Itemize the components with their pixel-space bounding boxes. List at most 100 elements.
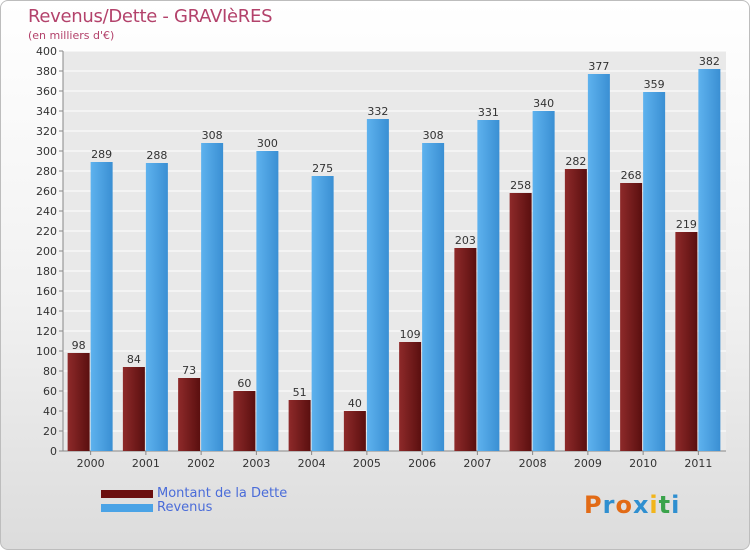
bar-revenue (366, 119, 389, 451)
legend-label-debt: Montant de la Dette (157, 486, 288, 501)
y-tick-label: 260 (36, 185, 57, 198)
y-tick-label: 140 (36, 305, 57, 318)
logo-letter: o (615, 491, 633, 519)
bar-debt (288, 400, 311, 451)
data-label-debt: 98 (72, 339, 86, 352)
legend: Montant de la Dette Revenus (101, 487, 287, 515)
y-tick-label: 360 (36, 85, 57, 98)
bar-revenue (145, 163, 168, 451)
bar-debt (122, 367, 145, 451)
y-tick-label: 160 (36, 285, 57, 298)
proxiti-logo: Proxiti (584, 491, 680, 519)
data-label-debt: 258 (510, 179, 531, 192)
y-tick-label: 300 (36, 145, 57, 158)
data-label-debt: 109 (400, 328, 421, 341)
bar-debt (178, 378, 201, 451)
y-tick-label: 180 (36, 265, 57, 278)
data-label-revenue: 308 (202, 129, 223, 142)
y-tick-label: 40 (43, 405, 57, 418)
bar-debt (67, 353, 90, 451)
data-label-revenue: 308 (423, 129, 444, 142)
data-label-debt: 268 (621, 169, 642, 182)
data-label-debt: 203 (455, 234, 476, 247)
y-tick-label: 240 (36, 205, 57, 218)
data-label-revenue: 340 (533, 97, 554, 110)
data-label-revenue: 382 (699, 55, 720, 68)
legend-item-revenue: Revenus (101, 501, 287, 515)
bar-revenue (532, 111, 555, 451)
data-label-revenue: 359 (644, 78, 665, 91)
data-label-revenue: 300 (257, 137, 278, 150)
y-tick-label: 340 (36, 105, 57, 118)
x-tick-label: 2008 (519, 457, 547, 470)
x-tick-label: 2002 (187, 457, 215, 470)
chart-subtitle: (en milliers d'€) (28, 29, 115, 42)
data-label-debt: 282 (565, 155, 586, 168)
y-tick-label: 380 (36, 65, 57, 78)
legend-swatch-revenue (101, 504, 153, 512)
x-tick-label: 2009 (574, 457, 602, 470)
x-tick-label: 2004 (298, 457, 326, 470)
logo-letter: t (658, 491, 672, 519)
data-label-debt: 51 (293, 386, 307, 399)
bar-revenue (90, 162, 113, 451)
data-label-debt: 40 (348, 397, 362, 410)
x-tick-label: 2011 (684, 457, 712, 470)
y-tick-label: 100 (36, 345, 57, 358)
x-tick-label: 2000 (77, 457, 105, 470)
bar-debt (399, 342, 422, 451)
y-tick-label: 200 (36, 245, 57, 258)
bar-debt (564, 169, 587, 451)
logo-letter: i (649, 491, 659, 519)
legend-swatch-debt (101, 490, 153, 498)
data-label-revenue: 332 (367, 105, 388, 118)
y-tick-label: 80 (43, 365, 57, 378)
logo-letter: P (584, 491, 603, 519)
bar-revenue (587, 74, 610, 451)
x-tick-label: 2001 (132, 457, 160, 470)
y-tick-label: 280 (36, 165, 57, 178)
y-tick-label: 320 (36, 125, 57, 138)
y-tick-label: 0 (50, 445, 57, 458)
y-tick-label: 20 (43, 425, 57, 438)
logo-letter: x (632, 491, 650, 519)
data-label-debt: 84 (127, 353, 141, 366)
y-tick-label: 120 (36, 325, 57, 338)
legend-item-debt: Montant de la Dette (101, 487, 287, 501)
data-label-debt: 73 (182, 364, 196, 377)
bar-revenue (698, 69, 721, 451)
data-label-revenue: 288 (146, 149, 167, 162)
bar-debt (454, 248, 477, 451)
data-label-revenue: 377 (588, 60, 609, 73)
logo-letter: r (602, 491, 616, 519)
y-tick-label: 220 (36, 225, 57, 238)
data-label-revenue: 275 (312, 162, 333, 175)
bar-debt (233, 391, 256, 451)
x-tick-label: 2010 (629, 457, 657, 470)
y-tick-label: 400 (36, 45, 57, 58)
x-tick-label: 2007 (463, 457, 491, 470)
data-label-debt: 60 (237, 377, 251, 390)
x-tick-label: 2003 (242, 457, 270, 470)
x-tick-label: 2006 (408, 457, 436, 470)
bar-revenue (643, 92, 666, 451)
data-label-revenue: 331 (478, 106, 499, 119)
bar-debt (343, 411, 366, 451)
legend-label-revenue: Revenus (157, 500, 213, 515)
bar-revenue (422, 143, 445, 451)
bar-revenue (256, 151, 279, 451)
bar-debt (620, 183, 643, 451)
logo-letter: i (671, 491, 681, 519)
bar-revenue (477, 120, 500, 451)
data-label-debt: 219 (676, 218, 697, 231)
data-label-revenue: 289 (91, 148, 112, 161)
chart-title: Revenus/Dette - GRAVIèRES (28, 6, 273, 27)
y-tick-label: 60 (43, 385, 57, 398)
x-tick-label: 2005 (353, 457, 381, 470)
bar-revenue (311, 176, 334, 451)
bar-debt (675, 232, 698, 451)
bar-debt (509, 193, 532, 451)
bar-revenue (201, 143, 224, 451)
